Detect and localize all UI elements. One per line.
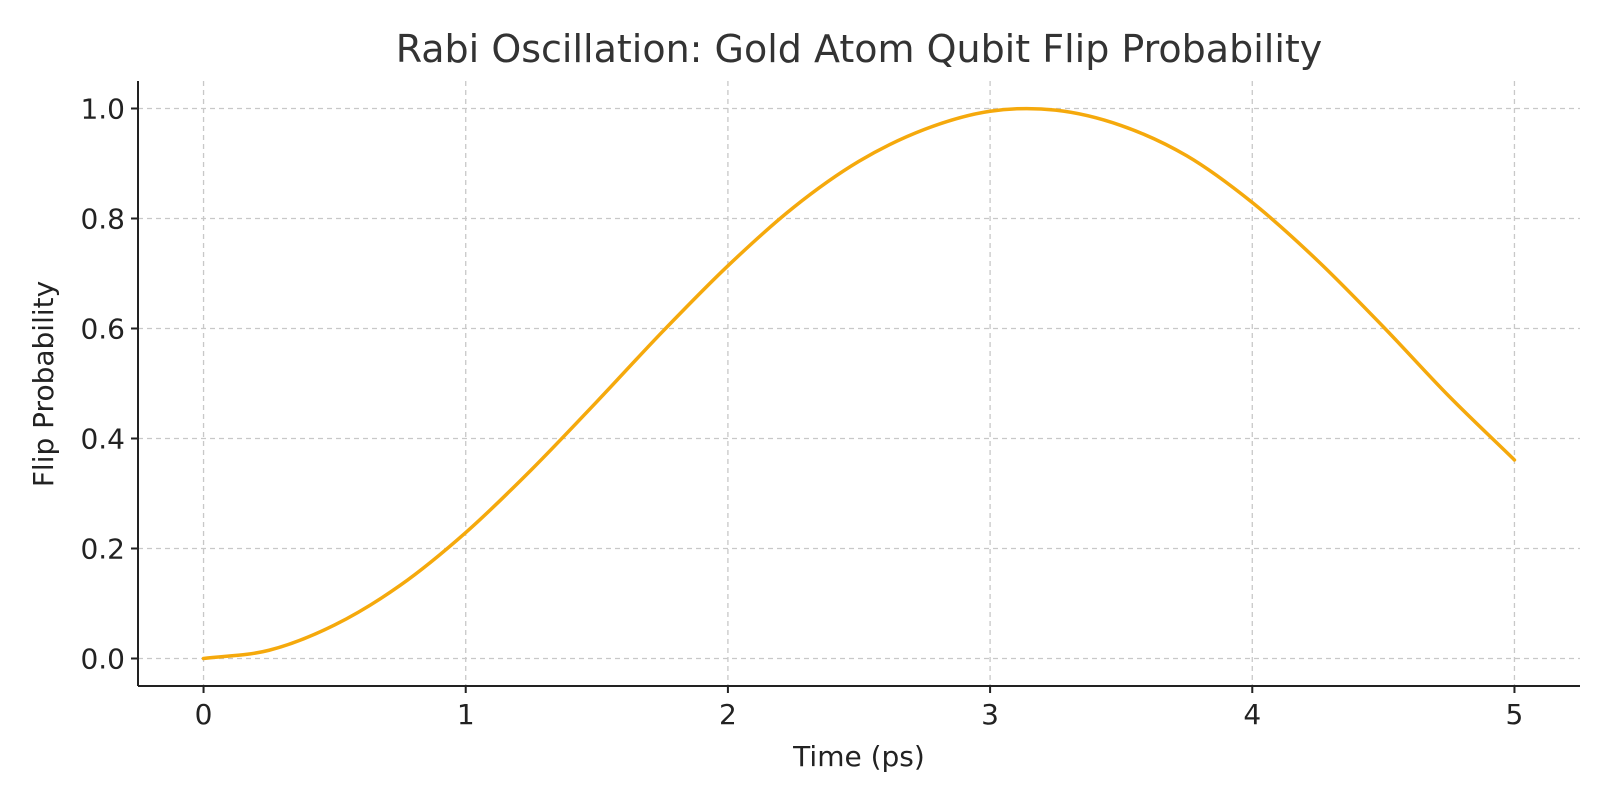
x-tick-label: 4	[1243, 698, 1261, 731]
y-axis-ticks: 0.0 0.2 0.4 0.6 0.8 1.0	[80, 93, 138, 676]
x-axis-label: Time (ps)	[792, 740, 925, 773]
y-tick-label: 1.0	[80, 93, 125, 126]
y-tick-label: 0.4	[80, 423, 125, 456]
y-tick-label: 0.0	[80, 643, 125, 676]
x-tick-label: 0	[195, 698, 213, 731]
y-tick-label: 0.8	[80, 203, 125, 236]
series-layer	[201, 106, 1517, 661]
x-tick-label: 1	[457, 698, 475, 731]
axes	[137, 81, 1580, 687]
y-tick-label: 0.2	[80, 533, 125, 566]
x-tick-label: 5	[1506, 698, 1524, 731]
grid-lines	[138, 81, 1580, 686]
x-axis-ticks: 0 1 2 3 4 5	[195, 686, 1524, 731]
x-tick-label: 3	[981, 698, 999, 731]
x-tick-label: 2	[719, 698, 737, 731]
flip-probability-line	[201, 106, 1517, 661]
y-axis-label: Flip Probability	[27, 281, 60, 487]
chart-title: Rabi Oscillation: Gold Atom Qubit Flip P…	[396, 27, 1323, 71]
y-tick-label: 0.6	[80, 313, 125, 346]
